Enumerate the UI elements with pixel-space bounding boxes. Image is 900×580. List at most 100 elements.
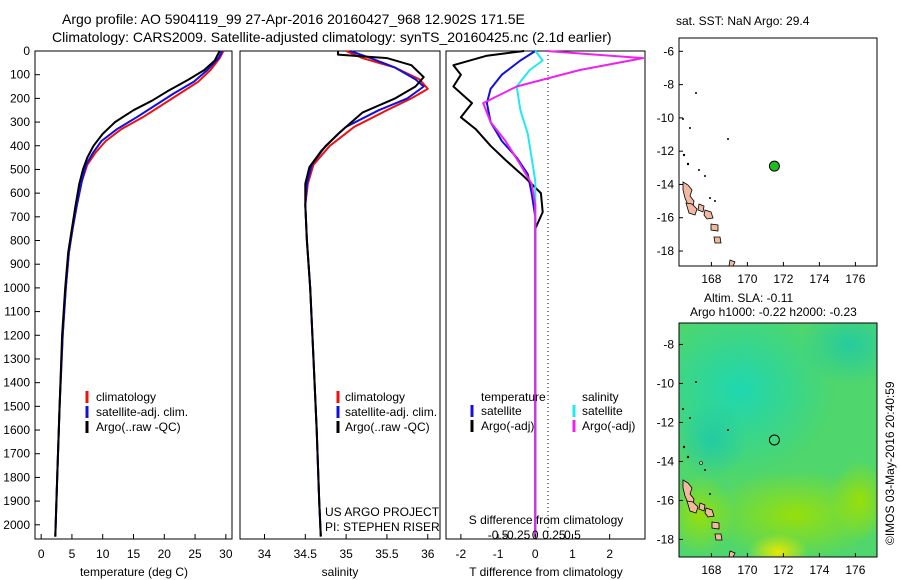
islet [682, 118, 684, 120]
lon-tick-label: 176 [845, 272, 865, 286]
salinity-difference-axis-label: S difference from climatology [469, 513, 624, 527]
lon-tick-label: 172 [773, 272, 793, 286]
legend-satellite-label: satellite-adj. clim. [345, 405, 437, 419]
difference-legend: temperature satellite Argo(-adj) salinit… [470, 390, 635, 433]
sla-field-patch [679, 400, 747, 480]
salinity-lines [304, 50, 429, 537]
series-line-1 [54, 50, 223, 537]
lat-tick-label: -14 [657, 177, 675, 191]
salinity-axis-label: salinity [322, 565, 359, 579]
lon-tick-label: 168 [701, 272, 721, 286]
y-tick-label: 1600 [3, 423, 30, 437]
lat-tick-label: -12 [657, 144, 675, 158]
islet [714, 200, 716, 202]
temperature-tick-labels: 0 5 10 15 20 25 30 [38, 534, 233, 561]
lon-tick-label: 176 [845, 563, 865, 577]
salinity-legend: climatology satellite-adj. clim. Argo(..… [336, 390, 437, 434]
island-aneityum [713, 236, 722, 244]
y-tick-label: 1500 [3, 399, 30, 413]
temperature-legend: climatology satellite-adj. clim. Argo(..… [85, 390, 188, 434]
lon-tick-label: 174 [809, 563, 829, 577]
lon-tick-label: 172 [773, 563, 793, 577]
x-tick-label: -1 [493, 547, 504, 561]
lat-tick-label: -16 [657, 211, 675, 225]
legend-climatology-label: climatology [345, 390, 405, 404]
y-tick-label: 1400 [3, 376, 30, 390]
lat-tick-label: -6 [663, 44, 674, 58]
difference-panel: -0.5-0.2500.250.5 -2 -1 0 1 2 S difference f… [445, 50, 646, 579]
islet [689, 127, 691, 129]
lat-tick-label: -10 [657, 111, 675, 125]
sla-map-tick-labels: 168 170 172 174 176 -8 -10 -12 -14 -16 -18 [657, 337, 866, 577]
island-south [728, 259, 736, 267]
legend-temperature-heading: temperature [481, 390, 546, 404]
sla-map: Altim. SLA: -0.11 Argo h1000: -0.22 h200… [657, 291, 878, 577]
lat-tick-label: -10 [657, 376, 675, 390]
legend-salinity-argo-label: Argo(-adj) [582, 419, 635, 433]
y-tick-label: 200 [10, 91, 30, 105]
pi-credit: PI: STEPHEN RISER [325, 520, 440, 534]
sla-map-field [679, 323, 877, 557]
x-tick-label: 25 [188, 547, 202, 561]
x-tick-label: 0 [532, 547, 539, 561]
x-tick-label: -2 [456, 547, 467, 561]
legend-satellite-label: satellite-adj. clim. [96, 405, 188, 419]
series-line-3 [482, 50, 645, 537]
lat-tick-label: -12 [657, 415, 675, 429]
island-erromango [704, 507, 715, 518]
sst-map: sat. SST: NaN Argo: 29.4 168 170 172 174 176… [657, 14, 878, 286]
island-erromango [703, 209, 714, 220]
island-malakula [686, 500, 699, 514]
y-tick-label: 1700 [3, 447, 30, 461]
lat-tick-label: -14 [657, 454, 675, 468]
difference-plot-frame [445, 50, 646, 540]
y-tick-label: 700 [10, 210, 30, 224]
y-tick-label: 600 [10, 186, 30, 200]
title-line2: Climatology: CARS2009. Satellite-adjuste… [52, 29, 612, 45]
islet [699, 461, 703, 465]
argo-float-marker [768, 434, 780, 446]
y-tick-label: 0 [23, 44, 30, 58]
s-tick-label: 0.25 [542, 528, 566, 542]
x-tick-label: 20 [158, 547, 172, 561]
sla-map-title-line2: Argo h1000: -0.22 h2000: -0.23 [690, 305, 857, 319]
islet [698, 169, 700, 171]
sst-map-title: sat. SST: NaN Argo: 29.4 [676, 14, 810, 28]
islet [695, 381, 697, 383]
islet [704, 175, 706, 177]
islet [686, 455, 690, 459]
sla-map-title-line1: Altim. SLA: -0.11 [704, 291, 793, 305]
sla-field-patch [748, 534, 808, 557]
lon-tick-label: 174 [809, 272, 829, 286]
islet [709, 493, 711, 495]
y-tick-label: 100 [10, 68, 30, 82]
islet [686, 162, 690, 166]
island-efate [698, 502, 706, 512]
lon-tick-label: 170 [737, 563, 757, 577]
salinity-panel: 34 34.5 35 35.5 36 salinity climatology sate… [239, 50, 441, 579]
temperature-panel: 0100200300400500600700800900100011001200… [3, 44, 233, 579]
islet [682, 445, 686, 449]
argo-float-marker [768, 160, 780, 172]
island-tanna [710, 223, 719, 232]
sst-map-frame [678, 37, 878, 267]
islet [727, 429, 729, 431]
y-tick-label: 2000 [3, 518, 30, 532]
x-tick-label: 15 [127, 547, 141, 561]
legend-argo-label: Argo(..raw -QC) [345, 420, 430, 434]
legend-temperature-satellite-label: satellite [481, 404, 522, 418]
lat-tick-label: -8 [663, 337, 674, 351]
y-tick-label: 400 [10, 139, 30, 153]
islet [682, 408, 684, 410]
series-line-0 [485, 50, 537, 537]
sst-map-tick-labels: 168 170 172 174 176 -6 -8 -10 -12 -14 -16 -18 [657, 44, 866, 286]
series-line-1 [304, 50, 425, 537]
x-tick-label: 34 [258, 547, 272, 561]
salinity-plot-frame [239, 50, 441, 540]
islet [709, 197, 711, 199]
s-tick-label: -0.25 [503, 528, 531, 542]
series-line-2 [515, 50, 544, 537]
salinity-tick-labels: 34 34.5 35 35.5 36 [258, 534, 435, 561]
y-tick-label: 800 [10, 234, 30, 248]
